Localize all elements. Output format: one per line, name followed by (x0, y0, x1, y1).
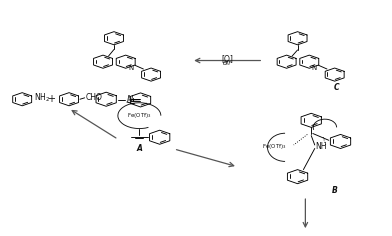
Text: NH$_2$: NH$_2$ (34, 92, 51, 104)
Text: air: air (223, 60, 232, 66)
Text: N: N (312, 65, 317, 71)
Text: Fe(OTf)$_3$: Fe(OTf)$_3$ (127, 111, 152, 120)
Text: Fe(OTf)$_3$: Fe(OTf)$_3$ (262, 142, 287, 151)
Text: B: B (332, 186, 338, 195)
Text: N: N (128, 65, 133, 71)
Text: A: A (136, 144, 142, 153)
Text: +: + (47, 94, 55, 104)
Text: C: C (334, 83, 339, 92)
Text: NH: NH (315, 142, 327, 151)
Text: N: N (127, 95, 133, 105)
Text: [O]: [O] (221, 54, 233, 63)
Text: CHO: CHO (85, 93, 102, 102)
